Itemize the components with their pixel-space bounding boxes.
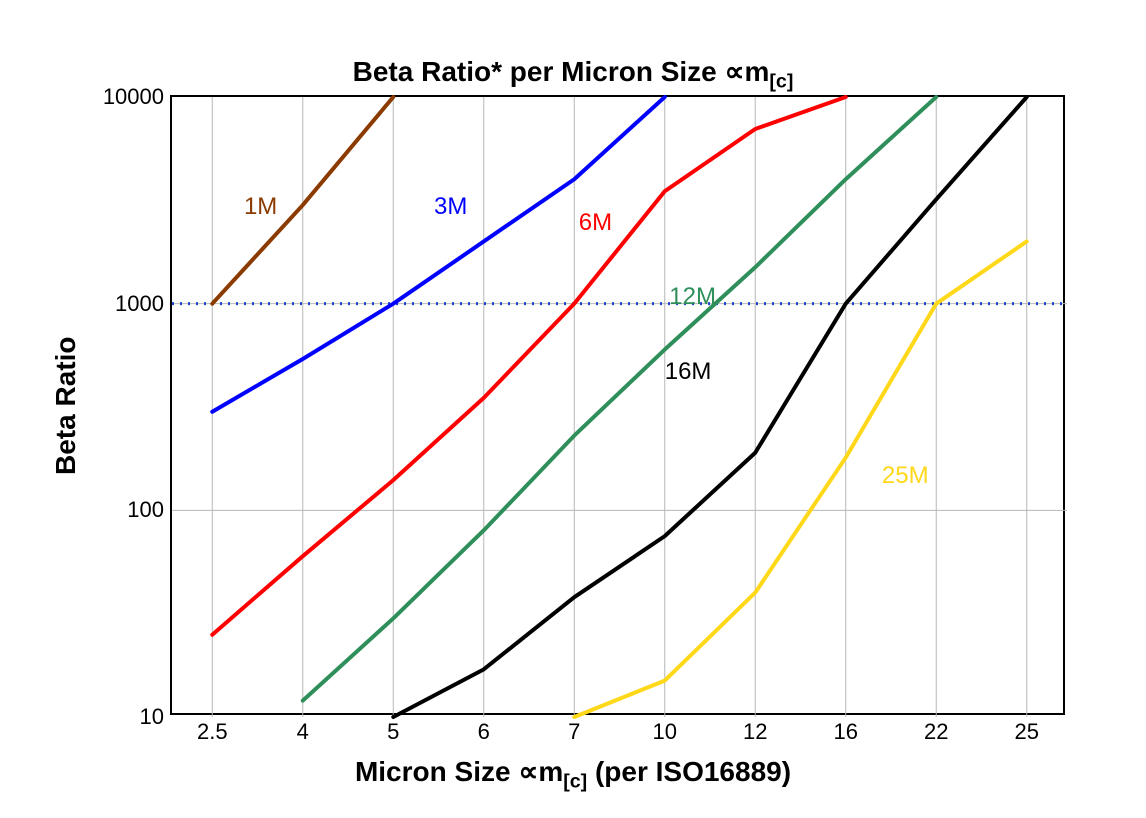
series-label-16M: 16M	[665, 358, 712, 386]
x-tick-label: 7	[568, 713, 580, 745]
x-axis-label: Micron Size ∝m[c] (per ISO16889)	[0, 755, 1146, 794]
series-6M	[212, 97, 845, 635]
series-label-6M: 6M	[579, 209, 612, 237]
series-label-25M: 25M	[882, 462, 929, 490]
series-3M	[212, 97, 664, 412]
beta-ratio-chart: Beta Ratio* per Micron Size ∝m[c] Beta R…	[0, 0, 1146, 818]
y-tick-label: 10000	[103, 84, 172, 110]
series-label-3M: 3M	[434, 193, 467, 221]
series-25M	[574, 241, 1026, 717]
x-tick-label: 2.5	[197, 713, 228, 745]
y-tick-label: 1000	[115, 291, 172, 317]
x-tick-label: 6	[478, 713, 490, 745]
series-12M	[303, 97, 936, 701]
series-label-12M: 12M	[669, 283, 716, 311]
x-tick-label: 12	[743, 713, 767, 745]
x-tick-label: 25	[1014, 713, 1038, 745]
x-tick-label: 22	[924, 713, 948, 745]
x-tick-label: 10	[652, 713, 676, 745]
series-label-1M: 1M	[244, 193, 277, 221]
x-tick-label: 4	[297, 713, 309, 745]
y-tick-label: 10	[140, 704, 172, 730]
x-tick-label: 5	[387, 713, 399, 745]
y-axis-label: Beta Ratio	[50, 337, 82, 475]
y-tick-label: 100	[127, 497, 172, 523]
x-tick-label: 16	[833, 713, 857, 745]
plot-area: 101001000100002.5456710121622251M3M6M12M…	[170, 95, 1065, 715]
series-16M	[393, 97, 1026, 717]
plot-svg	[172, 97, 1067, 717]
